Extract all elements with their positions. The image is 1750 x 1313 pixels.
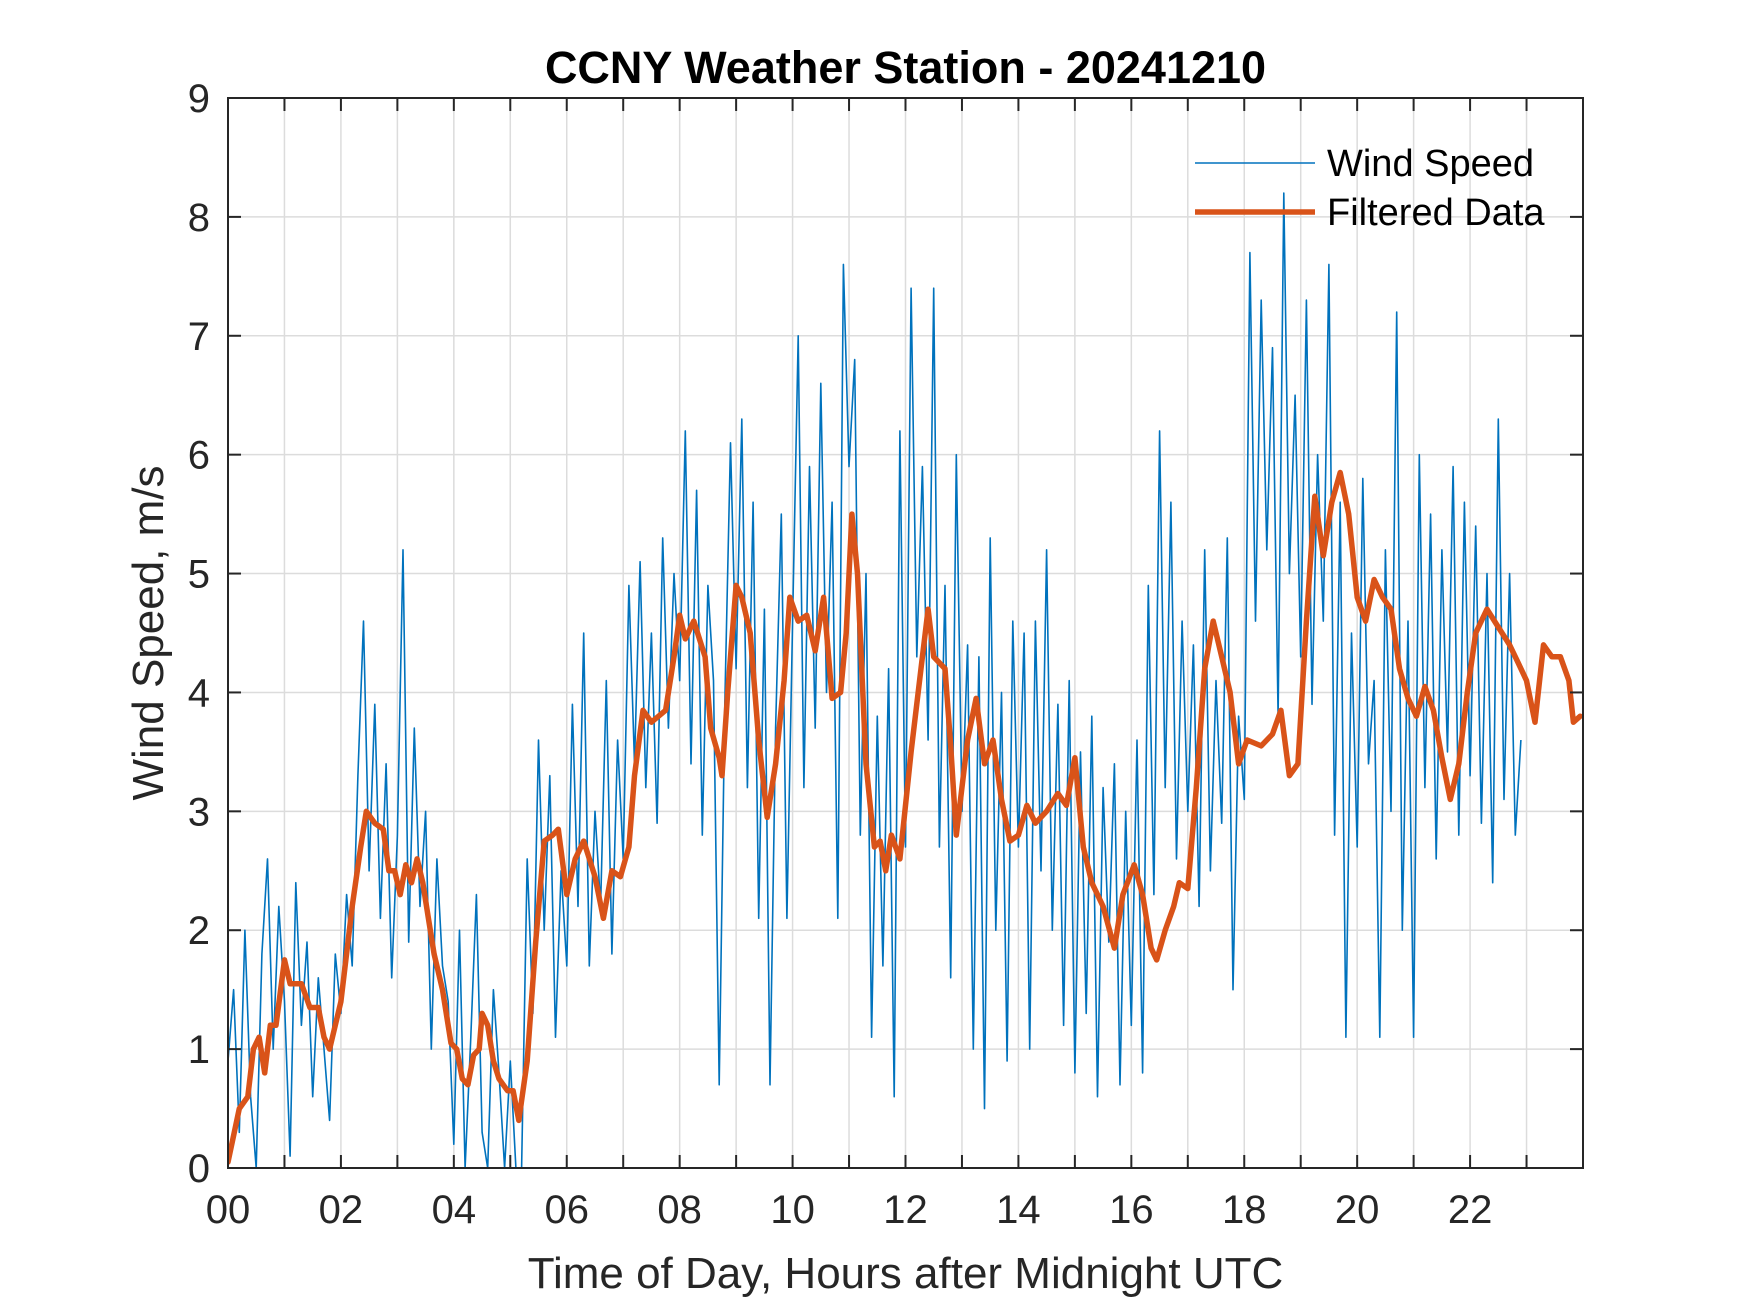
legend: Wind Speed Filtered Data xyxy=(1195,143,1545,234)
y-tick-label: 9 xyxy=(188,77,210,121)
legend-label-filtered-data: Filtered Data xyxy=(1327,192,1545,234)
x-tick-label: 14 xyxy=(996,1188,1041,1232)
x-tick-label: 16 xyxy=(1109,1188,1154,1232)
x-tick-label: 22 xyxy=(1448,1188,1493,1232)
x-tick-label: 06 xyxy=(545,1188,590,1232)
x-tick-label: 20 xyxy=(1335,1188,1380,1232)
y-tick-label: 4 xyxy=(188,671,210,715)
x-tick-label: 08 xyxy=(657,1188,702,1232)
y-tick-label: 1 xyxy=(188,1028,210,1072)
y-tick-label: 2 xyxy=(188,909,210,953)
y-tick-label: 7 xyxy=(188,315,210,359)
x-tick-label: 02 xyxy=(319,1188,364,1232)
legend-label-wind-speed: Wind Speed xyxy=(1327,143,1534,185)
x-axis-label: Time of Day, Hours after Midnight UTC xyxy=(528,1249,1284,1298)
x-tick-label: 18 xyxy=(1222,1188,1267,1232)
y-axis-label: Wind Speed, m/s xyxy=(124,465,173,800)
x-tick-label: 04 xyxy=(432,1188,477,1232)
x-tick-label: 00 xyxy=(206,1188,251,1232)
y-tick-label: 0 xyxy=(188,1147,210,1191)
y-tick-label: 5 xyxy=(188,553,210,597)
series-line-wind-speed xyxy=(228,192,1522,1168)
x-tick-label: 12 xyxy=(883,1188,928,1232)
y-tick-labels: 0 1 2 3 4 5 6 7 8 9 xyxy=(188,77,210,1191)
y-tick-label: 8 xyxy=(188,196,210,240)
chart-title: CCNY Weather Station - 20241210 xyxy=(545,42,1266,93)
x-tick-label: 10 xyxy=(770,1188,815,1232)
y-tick-label: 3 xyxy=(188,790,210,834)
series-layer xyxy=(228,192,1583,1168)
series-line-filtered-data xyxy=(228,469,1583,1165)
x-tick-labels: 00 02 04 06 08 10 12 14 16 18 20 22 xyxy=(206,1188,1493,1232)
axis-ticks xyxy=(227,97,1584,1169)
y-tick-label: 6 xyxy=(188,434,210,478)
